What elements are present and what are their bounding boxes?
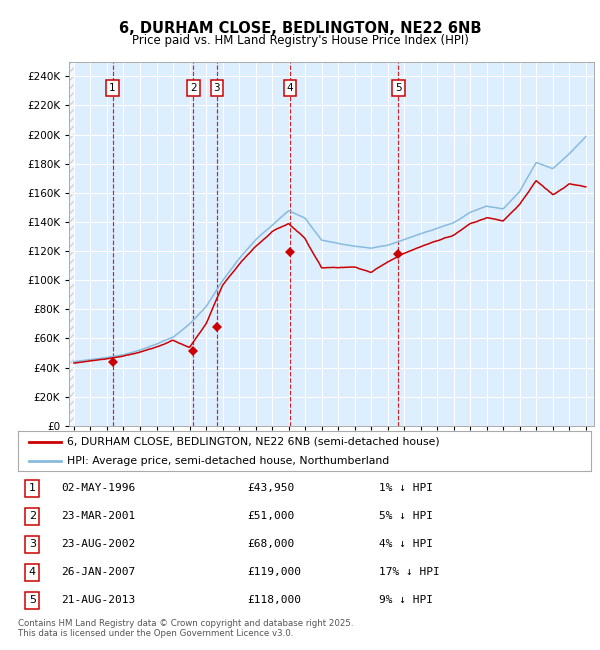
Text: 5% ↓ HPI: 5% ↓ HPI — [379, 512, 433, 521]
Text: 1: 1 — [29, 484, 36, 493]
Text: 2: 2 — [190, 83, 197, 93]
Text: 23-AUG-2002: 23-AUG-2002 — [61, 540, 135, 549]
Text: 1% ↓ HPI: 1% ↓ HPI — [379, 484, 433, 493]
Text: HPI: Average price, semi-detached house, Northumberland: HPI: Average price, semi-detached house,… — [67, 456, 389, 466]
Text: 23-MAR-2001: 23-MAR-2001 — [61, 512, 135, 521]
Text: 4% ↓ HPI: 4% ↓ HPI — [379, 540, 433, 549]
Text: 5: 5 — [29, 595, 36, 605]
Text: 5: 5 — [395, 83, 401, 93]
Text: £51,000: £51,000 — [247, 512, 295, 521]
Text: 02-MAY-1996: 02-MAY-1996 — [61, 484, 135, 493]
Text: £118,000: £118,000 — [247, 595, 301, 605]
Text: 9% ↓ HPI: 9% ↓ HPI — [379, 595, 433, 605]
Text: Price paid vs. HM Land Registry's House Price Index (HPI): Price paid vs. HM Land Registry's House … — [131, 34, 469, 47]
Text: 3: 3 — [29, 540, 36, 549]
Text: 6, DURHAM CLOSE, BEDLINGTON, NE22 6NB: 6, DURHAM CLOSE, BEDLINGTON, NE22 6NB — [119, 21, 481, 36]
Text: 4: 4 — [286, 83, 293, 93]
Text: £43,950: £43,950 — [247, 484, 295, 493]
Text: £68,000: £68,000 — [247, 540, 295, 549]
Text: £119,000: £119,000 — [247, 567, 301, 577]
Text: 26-JAN-2007: 26-JAN-2007 — [61, 567, 135, 577]
Text: 4: 4 — [29, 567, 36, 577]
Text: 6, DURHAM CLOSE, BEDLINGTON, NE22 6NB (semi-detached house): 6, DURHAM CLOSE, BEDLINGTON, NE22 6NB (s… — [67, 437, 439, 447]
Text: Contains HM Land Registry data © Crown copyright and database right 2025.
This d: Contains HM Land Registry data © Crown c… — [18, 619, 353, 638]
Text: 17% ↓ HPI: 17% ↓ HPI — [379, 567, 440, 577]
Text: 21-AUG-2013: 21-AUG-2013 — [61, 595, 135, 605]
Text: 1: 1 — [109, 83, 116, 93]
Text: 3: 3 — [214, 83, 220, 93]
Text: 2: 2 — [29, 512, 36, 521]
